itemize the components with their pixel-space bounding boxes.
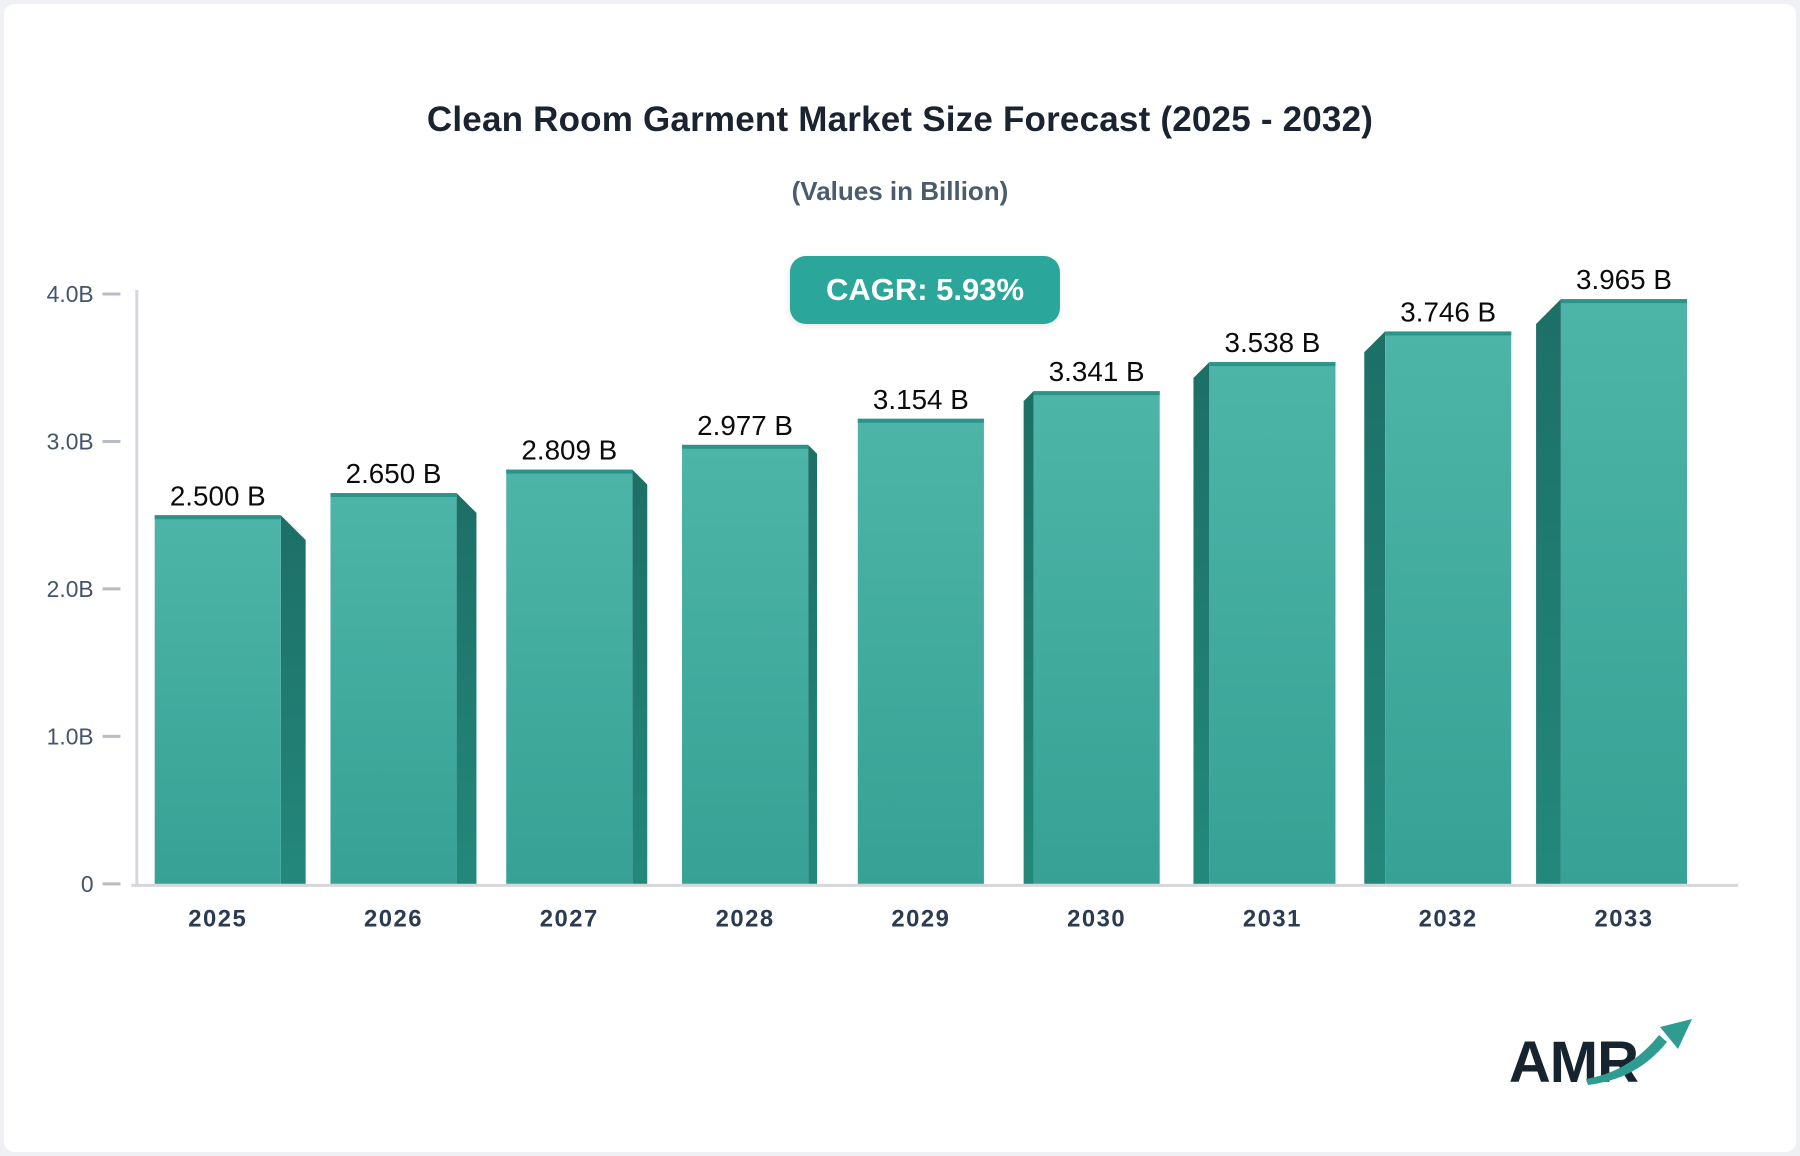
- bar-top-edge: [682, 444, 809, 449]
- bar-face: [1560, 299, 1688, 884]
- bar-face: [1209, 362, 1336, 884]
- bar-2026: [330, 493, 477, 884]
- bar-2033: [1536, 299, 1688, 884]
- bar-2027: [506, 469, 648, 884]
- bar-face: [1385, 331, 1512, 884]
- y-tick-label: 1.0B: [47, 723, 94, 749]
- bar-face: [330, 493, 457, 884]
- bar-side-panel: [632, 469, 648, 884]
- bar-side-panel: [280, 515, 306, 884]
- growth-arrow-icon: [1586, 1019, 1692, 1085]
- bar-side-panel: [1193, 362, 1210, 884]
- bar-value-label: 2.977 B: [697, 410, 793, 441]
- bar-face: [154, 515, 281, 884]
- y-tick-label: 4.0B: [47, 281, 94, 307]
- y-tick-label: 2.0B: [47, 576, 94, 602]
- y-tick-label: 3.0B: [47, 428, 94, 454]
- bar-value-label: 3.341 B: [1049, 356, 1145, 387]
- x-axis-year-label: 2026: [364, 906, 423, 933]
- amr-logo: AMR: [1508, 1019, 1704, 1095]
- bar-2031: [1193, 362, 1336, 884]
- cagr-badge: CAGR: 5.93%: [789, 256, 1061, 324]
- x-axis-year-label: 2030: [1067, 906, 1126, 933]
- bar-2025: [154, 515, 306, 884]
- bar-top-edge: [1209, 362, 1336, 367]
- bar-top-edge: [857, 418, 984, 423]
- bar-face: [1033, 391, 1160, 884]
- bar-face: [857, 418, 984, 884]
- bar-value-label: 2.650 B: [346, 458, 442, 489]
- bar-face: [506, 469, 633, 884]
- bar-side-panel: [1536, 299, 1561, 884]
- bar-chart: 4.0B 3.0B 2.0B 1.0B 0 2.500 B 2.650 B 2.809 B 2.…: [47, 264, 1739, 933]
- chart-title: Clean Room Garment Market Size Forecast …: [426, 100, 1374, 139]
- bar-value-label: 3.965 B: [1576, 264, 1672, 295]
- x-axis-year-label: 2031: [1243, 906, 1302, 933]
- bar-value-label: 2.500 B: [170, 480, 266, 511]
- bar-top-edge: [154, 515, 281, 520]
- bar-top-edge: [1385, 331, 1512, 336]
- bar-value-label: 3.154 B: [873, 384, 969, 415]
- chart-subtitle: (Values in Billion): [791, 176, 1009, 206]
- bar-value-label: 2.809 B: [521, 435, 617, 466]
- bar-face: [682, 444, 809, 884]
- bar-2030: [1023, 391, 1160, 884]
- bar-top-edge: [330, 493, 457, 498]
- bar-side-panel: [456, 493, 477, 884]
- bar-value-label: 3.538 B: [1224, 327, 1320, 358]
- x-axis-year-label: 2028: [716, 906, 775, 933]
- x-axis-year-label: 2027: [540, 906, 599, 933]
- x-axis-year-label: 2025: [188, 906, 247, 933]
- bar-2028: [682, 444, 818, 884]
- amr-logo-text: AMR: [1508, 1030, 1639, 1095]
- bar-top-edge: [1033, 391, 1160, 396]
- y-tick-label: 0: [81, 871, 94, 897]
- bar-value-label: 3.746 B: [1400, 297, 1496, 328]
- bar-side-panel: [1364, 331, 1386, 884]
- bar-top-edge: [1560, 299, 1688, 304]
- bar-side-panel: [1023, 391, 1034, 884]
- bar-2029: [857, 418, 984, 884]
- chart-card: Clean Room Garment Market Size Forecast …: [4, 4, 1796, 1152]
- bar-side-panel: [808, 444, 818, 884]
- x-axis-year-label: 2032: [1419, 906, 1478, 933]
- x-axis-year-label: 2029: [891, 906, 950, 933]
- bar-top-edge: [506, 469, 633, 474]
- bar-2032: [1364, 331, 1512, 884]
- x-axis-year-label: 2033: [1594, 906, 1653, 933]
